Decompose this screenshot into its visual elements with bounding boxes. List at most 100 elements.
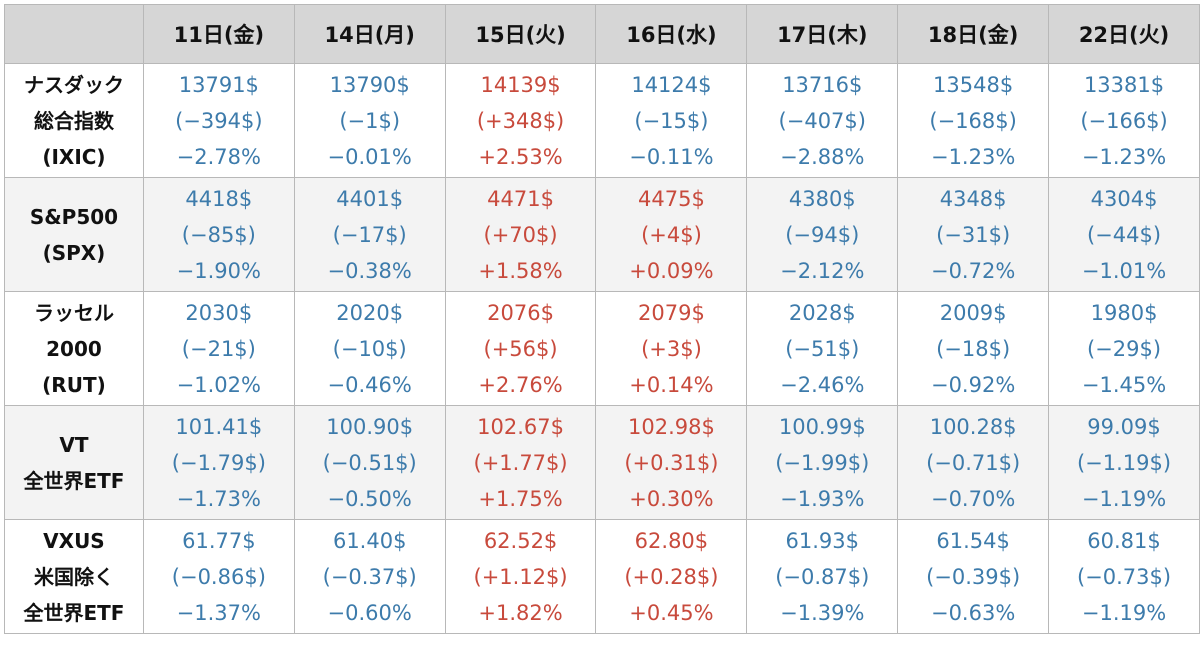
change-value: (−0.87$) bbox=[775, 564, 870, 589]
data-cell: 61.77$ (−0.86$) −1.37% bbox=[142, 519, 295, 634]
change-value: (−18$) bbox=[936, 336, 1011, 361]
change-value: (−0.71$) bbox=[926, 450, 1021, 475]
row-header: ナスダック 総合指数 (IXIC) bbox=[4, 63, 144, 178]
data-cell: 2009$ (−18$) −0.92% bbox=[897, 291, 1050, 406]
data-cell: 13548$ (−168$) −1.23% bbox=[897, 63, 1050, 178]
column-header: 15日(火) bbox=[444, 4, 597, 64]
percent-change: +1.82% bbox=[478, 600, 563, 625]
percent-change: −0.01% bbox=[327, 144, 412, 169]
percent-change: −2.46% bbox=[780, 372, 865, 397]
data-cell: 2079$ (+3$) +0.14% bbox=[595, 291, 748, 406]
data-cell: 14124$ (−15$) −0.11% bbox=[595, 63, 748, 178]
change-value: (−94$) bbox=[785, 222, 860, 247]
price-value: 2009$ bbox=[939, 300, 1007, 325]
data-cell: 101.41$ (−1.79$) −1.73% bbox=[142, 405, 295, 520]
column-header: 17日(木) bbox=[746, 4, 899, 64]
column-header: 16日(水) bbox=[595, 4, 748, 64]
percent-change: +0.14% bbox=[629, 372, 714, 397]
percent-change: +0.09% bbox=[629, 258, 714, 283]
percent-change: +2.76% bbox=[478, 372, 563, 397]
market-table-container: 11日(金) 14日(月) 15日(火) 16日(水) 17日(木) 18日(金… bbox=[4, 4, 1200, 634]
row-label-line: 総合指数 bbox=[33, 108, 114, 133]
change-value: (+0.31$) bbox=[624, 450, 719, 475]
price-value: 100.28$ bbox=[929, 414, 1017, 439]
price-value: 13791$ bbox=[178, 72, 259, 97]
change-value: (−1.79$) bbox=[171, 450, 266, 475]
row-label-line: S&P500 bbox=[29, 204, 119, 229]
price-value: 101.41$ bbox=[175, 414, 263, 439]
data-cell: 102.67$ (+1.77$) +1.75% bbox=[444, 405, 597, 520]
change-value: (+56$) bbox=[483, 336, 558, 361]
table-row: VXUS 米国除く 全世界ETF 61.77$ (−0.86$) −1.37% 61.40$… bbox=[4, 519, 1200, 634]
price-value: 4380$ bbox=[788, 186, 856, 211]
price-value: 2028$ bbox=[788, 300, 856, 325]
price-value: 61.40$ bbox=[332, 528, 407, 553]
column-header: 14日(月) bbox=[293, 4, 446, 64]
table-row: S&P500 (SPX) 4418$ (−85$) −1.90% 4401$ (−17$) −… bbox=[4, 177, 1200, 292]
change-value: (−168$) bbox=[929, 108, 1017, 133]
row-label-line: 全世界ETF bbox=[23, 468, 125, 493]
data-cell: 4304$ (−44$) −1.01% bbox=[1048, 177, 1200, 292]
change-value: (−15$) bbox=[634, 108, 709, 133]
market-index-table: 11日(金) 14日(月) 15日(火) 16日(水) 17日(木) 18日(金… bbox=[4, 4, 1200, 634]
price-value: 60.81$ bbox=[1087, 528, 1161, 553]
price-value: 13381$ bbox=[1083, 72, 1165, 97]
row-header: S&P500 (SPX) bbox=[4, 177, 144, 292]
row-label-line: ナスダック bbox=[23, 72, 124, 97]
price-value: 2020$ bbox=[336, 300, 404, 325]
change-value: (−0.37$) bbox=[322, 564, 417, 589]
percent-change: +1.75% bbox=[478, 486, 563, 511]
change-value: (−21$) bbox=[181, 336, 256, 361]
percent-change: +0.30% bbox=[629, 486, 714, 511]
price-value: 61.54$ bbox=[936, 528, 1010, 553]
data-cell: 2020$ (−10$) −0.46% bbox=[293, 291, 446, 406]
percent-change: −0.70% bbox=[930, 486, 1016, 511]
change-value: (−1.19$) bbox=[1076, 450, 1172, 475]
row-label-line: VXUS bbox=[43, 528, 105, 553]
column-header: 11日(金) bbox=[142, 4, 295, 64]
price-value: 4348$ bbox=[939, 186, 1007, 211]
percent-change: −1.45% bbox=[1081, 372, 1167, 397]
table-body: ナスダック 総合指数 (IXIC) 13791$ (−394$) −2.78% 13790$… bbox=[4, 63, 1200, 634]
change-value: (−44$) bbox=[1086, 222, 1162, 247]
percent-change: −1.19% bbox=[1081, 486, 1167, 511]
price-value: 4471$ bbox=[487, 186, 554, 211]
percent-change: −0.60% bbox=[327, 600, 412, 625]
change-value: (+0.28$) bbox=[624, 564, 719, 589]
data-cell: 1980$ (−29$) −1.45% bbox=[1048, 291, 1200, 406]
change-value: (−166$) bbox=[1080, 108, 1168, 133]
change-value: (+1.12$) bbox=[473, 564, 568, 589]
data-cell: 2076$ (+56$) +2.76% bbox=[444, 291, 597, 406]
price-value: 2076$ bbox=[487, 300, 554, 325]
data-cell: 62.80$ (+0.28$) +0.45% bbox=[595, 519, 748, 634]
data-cell: 13790$ (−1$) −0.01% bbox=[293, 63, 446, 178]
row-label-line: VT bbox=[59, 432, 89, 457]
change-value: (−51$) bbox=[785, 336, 860, 361]
table-row: ナスダック 総合指数 (IXIC) 13791$ (−394$) −2.78% 13790$… bbox=[4, 63, 1200, 178]
percent-change: −1.02% bbox=[176, 372, 261, 397]
percent-change: −2.88% bbox=[780, 144, 865, 169]
price-value: 4418$ bbox=[185, 186, 253, 211]
price-value: 102.98$ bbox=[627, 414, 715, 439]
percent-change: −1.90% bbox=[176, 258, 261, 283]
data-cell: 13791$ (−394$) −2.78% bbox=[142, 63, 295, 178]
data-cell: 61.40$ (−0.37$) −0.60% bbox=[293, 519, 446, 634]
table-row: VT 全世界ETF 101.41$ (−1.79$) −1.73% 100.90$ (−0.… bbox=[4, 405, 1200, 520]
price-value: 13548$ bbox=[933, 72, 1014, 97]
data-cell: 2028$ (−51$) −2.46% bbox=[746, 291, 899, 406]
price-value: 4304$ bbox=[1090, 186, 1158, 211]
percent-change: −2.78% bbox=[176, 144, 261, 169]
change-value: (−29$) bbox=[1086, 336, 1162, 361]
change-value: (+4$) bbox=[641, 222, 702, 247]
data-cell: 4380$ (−94$) −2.12% bbox=[746, 177, 899, 292]
data-cell: 4471$ (+70$) +1.58% bbox=[444, 177, 597, 292]
percent-change: −0.38% bbox=[327, 258, 412, 283]
change-value: (−1$) bbox=[339, 108, 401, 133]
percent-change: −1.39% bbox=[780, 600, 865, 625]
data-cell: 100.99$ (−1.99$) −1.93% bbox=[746, 405, 899, 520]
price-value: 62.80$ bbox=[634, 528, 709, 553]
price-value: 2030$ bbox=[185, 300, 253, 325]
change-value: (−407$) bbox=[778, 108, 866, 133]
price-value: 61.77$ bbox=[182, 528, 256, 553]
column-header: 22日(火) bbox=[1048, 4, 1200, 64]
